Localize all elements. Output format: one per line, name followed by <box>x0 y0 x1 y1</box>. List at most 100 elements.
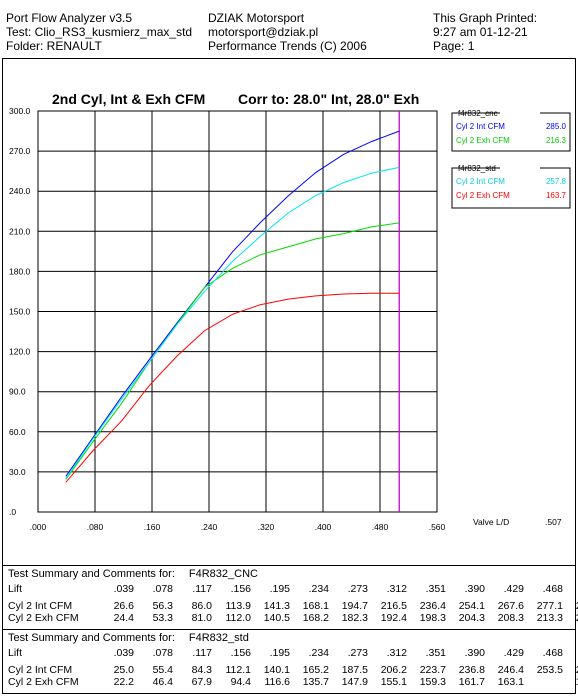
summary-cell: 112.0 <box>225 612 252 624</box>
summary-cell: .312 <box>386 647 407 659</box>
y-tick-label: 30.0 <box>9 467 26 477</box>
vendor-copyright: Performance Trends (C) 2006 <box>208 39 367 53</box>
series-line-3 <box>65 166 400 479</box>
valve-ld-label: Valve L/D <box>473 517 509 527</box>
summary-row: Cyl 2 Exh CFM 22.2 46.4 67.9 94.4 116.6 135.7 1… <box>8 676 578 688</box>
x-tick-label: .160 <box>144 522 161 532</box>
summary-title: Test Summary and Comments for: <box>8 568 175 580</box>
legend-label: Cyl 2 Exh CFM <box>456 191 510 200</box>
summary-cell: 208.3 <box>497 612 524 624</box>
summary-cell: 161.7 <box>458 676 485 688</box>
summary-cell: .156 <box>230 583 251 595</box>
summary-cell: 216.3 <box>562 612 578 624</box>
summary-cell: 168.1 <box>302 600 329 612</box>
summary-row: Cyl 2 Exh CFM 24.4 53.3 81.0 112.0 140.5 168.2… <box>8 612 578 624</box>
summary-block: Test Summary and Comments for: F4R832_std… <box>2 629 578 693</box>
legend-box <box>451 167 571 209</box>
valve-ld-value: .507 <box>545 517 562 527</box>
summary-cell: .273 <box>347 647 368 659</box>
legend-label: Cyl 2 Int CFM <box>456 177 505 186</box>
summary-cell: .390 <box>464 647 485 659</box>
summary-cell: 223.7 <box>419 664 446 676</box>
legend-group-title: f4r832_cnc <box>458 109 498 118</box>
summary-row: Cyl 2 Int CFM 25.0 55.4 84.3 112.1 140.1 165.2… <box>8 664 578 676</box>
x-tick-label: .560 <box>429 522 446 532</box>
summary-cell: .429 <box>503 647 524 659</box>
y-tick-label: .0 <box>9 507 16 517</box>
legend-group-title: f4r832_std <box>458 164 496 173</box>
summary-cell: 155.1 <box>380 676 407 688</box>
summary-cell: .078 <box>152 583 173 595</box>
summary-cell: 163.1 <box>497 676 524 688</box>
test-name: Test: Clio_RS3_kusmierz_max_std <box>6 25 193 39</box>
chart-title: 2nd Cyl, Int & Exh CFM <box>52 91 205 107</box>
summary-cell: .039 <box>113 583 134 595</box>
summary-cell: .273 <box>347 583 368 595</box>
y-tick-label: 210.0 <box>9 226 31 236</box>
summary-cell: 55.4 <box>152 664 173 676</box>
summary-test-name: F4R832_std <box>188 632 249 644</box>
summary-cell: .468 <box>542 583 563 595</box>
summary-cell: 53.3 <box>152 612 173 624</box>
summary-cell: 141.3 <box>263 600 290 612</box>
summary-row: Lift .039 .078 .117 .156 .195 .234 .273 .312 .351… <box>8 583 568 595</box>
legend-label: Cyl 2 Int CFM <box>456 122 505 131</box>
series-line-4 <box>65 292 400 483</box>
summary-cell: 254.1 <box>458 600 485 612</box>
summary-cell: 206.2 <box>380 664 407 676</box>
y-tick-label: 240.0 <box>9 186 31 196</box>
summary-cell: 236.8 <box>458 664 485 676</box>
summary-cell: 46.4 <box>152 676 173 688</box>
summary-cell: 253.5 <box>536 664 563 676</box>
summary-cell: 140.1 <box>263 664 290 676</box>
summary-cell: 246.4 <box>497 664 524 676</box>
y-tick-label: 180.0 <box>9 266 31 276</box>
summary-cell: 94.4 <box>230 676 251 688</box>
company-email: motorsport@dziak.pl <box>208 25 319 39</box>
summary-title: Test Summary and Comments for: <box>8 632 175 644</box>
y-tick-label: 60.0 <box>9 427 26 437</box>
series-line-1 <box>65 130 400 477</box>
summary-cell: .351 <box>425 583 446 595</box>
summary-row-label: Cyl 2 Exh CFM <box>8 612 79 624</box>
report-header: Port Flow Analyzer v3.5 Test: Clio_RS3_k… <box>0 0 578 58</box>
summary-cell: 22.2 <box>113 676 134 688</box>
y-tick-label: 150.0 <box>9 307 31 317</box>
summary-cell: 116.6 <box>264 676 291 688</box>
summary-cell: 204.3 <box>458 612 485 624</box>
summary-cell: .039 <box>113 647 134 659</box>
y-tick-label: 300.0 <box>9 106 31 116</box>
summary-cell: .312 <box>386 583 407 595</box>
summary-cell: 182.3 <box>341 612 368 624</box>
summary-cell: .117 <box>192 583 212 595</box>
x-tick-label: .400 <box>315 522 332 532</box>
summary-cell: 112.1 <box>225 664 252 676</box>
x-tick-label: .000 <box>30 522 47 532</box>
app-name: Port Flow Analyzer v3.5 <box>6 11 133 25</box>
summary-cell: 56.3 <box>152 600 173 612</box>
y-tick-label: 90.0 <box>9 387 26 397</box>
summary-cell: .507 <box>562 583 578 595</box>
summary-cell: 81.0 <box>191 612 212 624</box>
summary-cell: .429 <box>503 583 524 595</box>
legend-value: 163.7 <box>546 191 567 200</box>
summary-cell: 168.2 <box>302 612 329 624</box>
summary-cell: 277.1 <box>536 600 563 612</box>
flow-chart: 2nd Cyl, Int & Exh CFM Corr to: 28.0" Int… <box>9 91 571 532</box>
summary-cell: .390 <box>464 583 485 595</box>
series-line-2 <box>65 222 400 480</box>
printed-time: 9:27 am 01-12-21 <box>433 25 528 39</box>
page-number: Page: 1 <box>433 39 475 53</box>
company-name: DZIAK Motorsport <box>208 11 305 25</box>
summary-cell: 67.9 <box>191 676 212 688</box>
summary-cell: 86.0 <box>191 600 212 612</box>
summary-cell: .351 <box>425 647 446 659</box>
legend-box <box>451 112 571 152</box>
summary-cell: .156 <box>230 647 251 659</box>
summary-cell: 147.9 <box>341 676 368 688</box>
summary-block: Test Summary and Comments for: F4R832_CNC… <box>2 565 578 629</box>
summary-cell: 165.2 <box>302 664 329 676</box>
report-frame <box>2 58 576 694</box>
summary-cell: 194.7 <box>341 600 368 612</box>
summary-row-label: Lift <box>8 647 23 659</box>
